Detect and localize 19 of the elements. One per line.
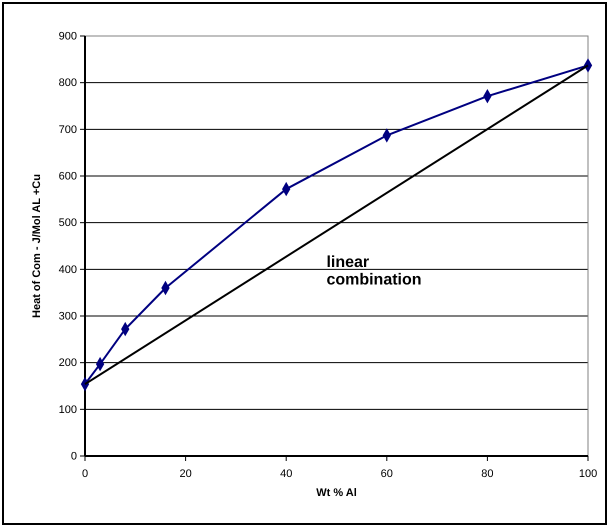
y-tick-label: 900	[58, 30, 77, 43]
x-tick-label: 0	[82, 468, 88, 480]
y-tick-label: 800	[58, 77, 77, 90]
annotation: linear combination	[326, 254, 422, 289]
y-tick-label: 600	[58, 170, 77, 183]
x-tick-label: 100	[578, 468, 598, 480]
y-tick-label: 200	[58, 357, 77, 370]
x-tick-label: 80	[481, 468, 494, 480]
y-tick-label: 400	[58, 264, 77, 276]
x-tick-label: 40	[280, 468, 292, 480]
y-tick-label: 700	[58, 124, 77, 136]
x-axis-title: Wt % Al	[316, 487, 357, 499]
y-tick-label: 500	[58, 217, 77, 230]
y-tick-label: 300	[58, 310, 77, 323]
x-tick-label: 60	[380, 468, 393, 480]
y-axis-title: Heat of Com - J/Mol AL +Cu	[31, 174, 43, 318]
x-tick-label: 20	[179, 468, 192, 480]
y-tick-label: 0	[70, 450, 77, 463]
y-tick-label: 100	[58, 404, 77, 416]
